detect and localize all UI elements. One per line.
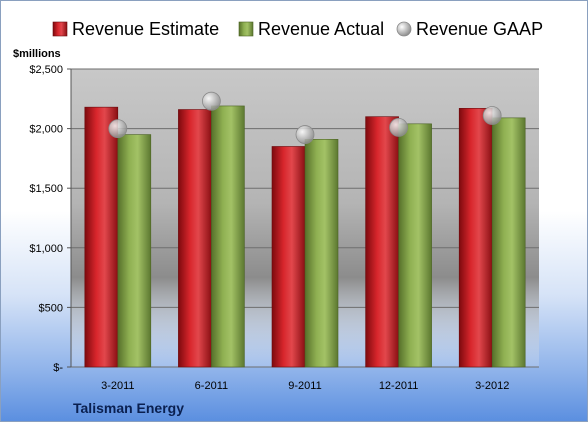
marker-revenue-gaap	[389, 118, 409, 137]
bars	[84, 105, 526, 368]
x-axis: 3-2011 6-2011 9-2011 12-2011 3-2012	[101, 380, 509, 392]
legend-swatch-estimate	[52, 21, 68, 37]
bar-revenue-actual	[304, 139, 339, 368]
y-tick-label: $500	[39, 302, 63, 314]
y-tick-label: $-	[53, 362, 63, 374]
bar-revenue-estimate	[84, 106, 119, 368]
gaap-markers	[108, 91, 502, 144]
marker-revenue-gaap	[108, 119, 128, 138]
x-tick-label: 9-2011	[288, 380, 321, 392]
marker-revenue-gaap	[482, 106, 502, 125]
legend-label: Revenue GAAP	[416, 19, 543, 39]
marker-revenue-gaap	[201, 91, 221, 111]
x-tick-label: 3-2012	[475, 380, 509, 392]
x-tick-label: 3-2011	[101, 380, 134, 392]
x-tick-label: 6-2011	[195, 380, 228, 392]
bar-revenue-actual	[117, 134, 152, 368]
legend-label: Revenue Actual	[258, 19, 384, 39]
y-tick-label: $1,000	[29, 243, 63, 255]
legend: Revenue Estimate Revenue Actual Revenue GA…	[52, 19, 543, 39]
bar-revenue-estimate	[271, 146, 306, 368]
bar-revenue-estimate	[365, 116, 399, 368]
y-axis-unit-label: $millions	[13, 48, 61, 60]
y-tick-label: $2,000	[29, 124, 63, 136]
bar-revenue-actual	[211, 105, 245, 368]
y-tick-label: $2,500	[29, 64, 63, 76]
bar-revenue-estimate	[458, 108, 493, 368]
legend-swatch-gaap	[396, 21, 412, 37]
y-tick-label: $1,500	[29, 183, 63, 195]
marker-revenue-gaap	[295, 125, 315, 144]
bar-revenue-estimate	[178, 109, 212, 368]
y-axis: $- $500 $1,000 $1,500 $2,000 $2,500	[29, 64, 72, 374]
bar-revenue-actual	[398, 123, 432, 368]
legend-swatch-actual	[238, 21, 254, 37]
bar-revenue-actual	[491, 117, 526, 368]
company-name: Talisman Energy	[73, 400, 184, 416]
legend-label: Revenue Estimate	[72, 19, 219, 39]
x-tick-label: 12-2011	[379, 380, 419, 392]
